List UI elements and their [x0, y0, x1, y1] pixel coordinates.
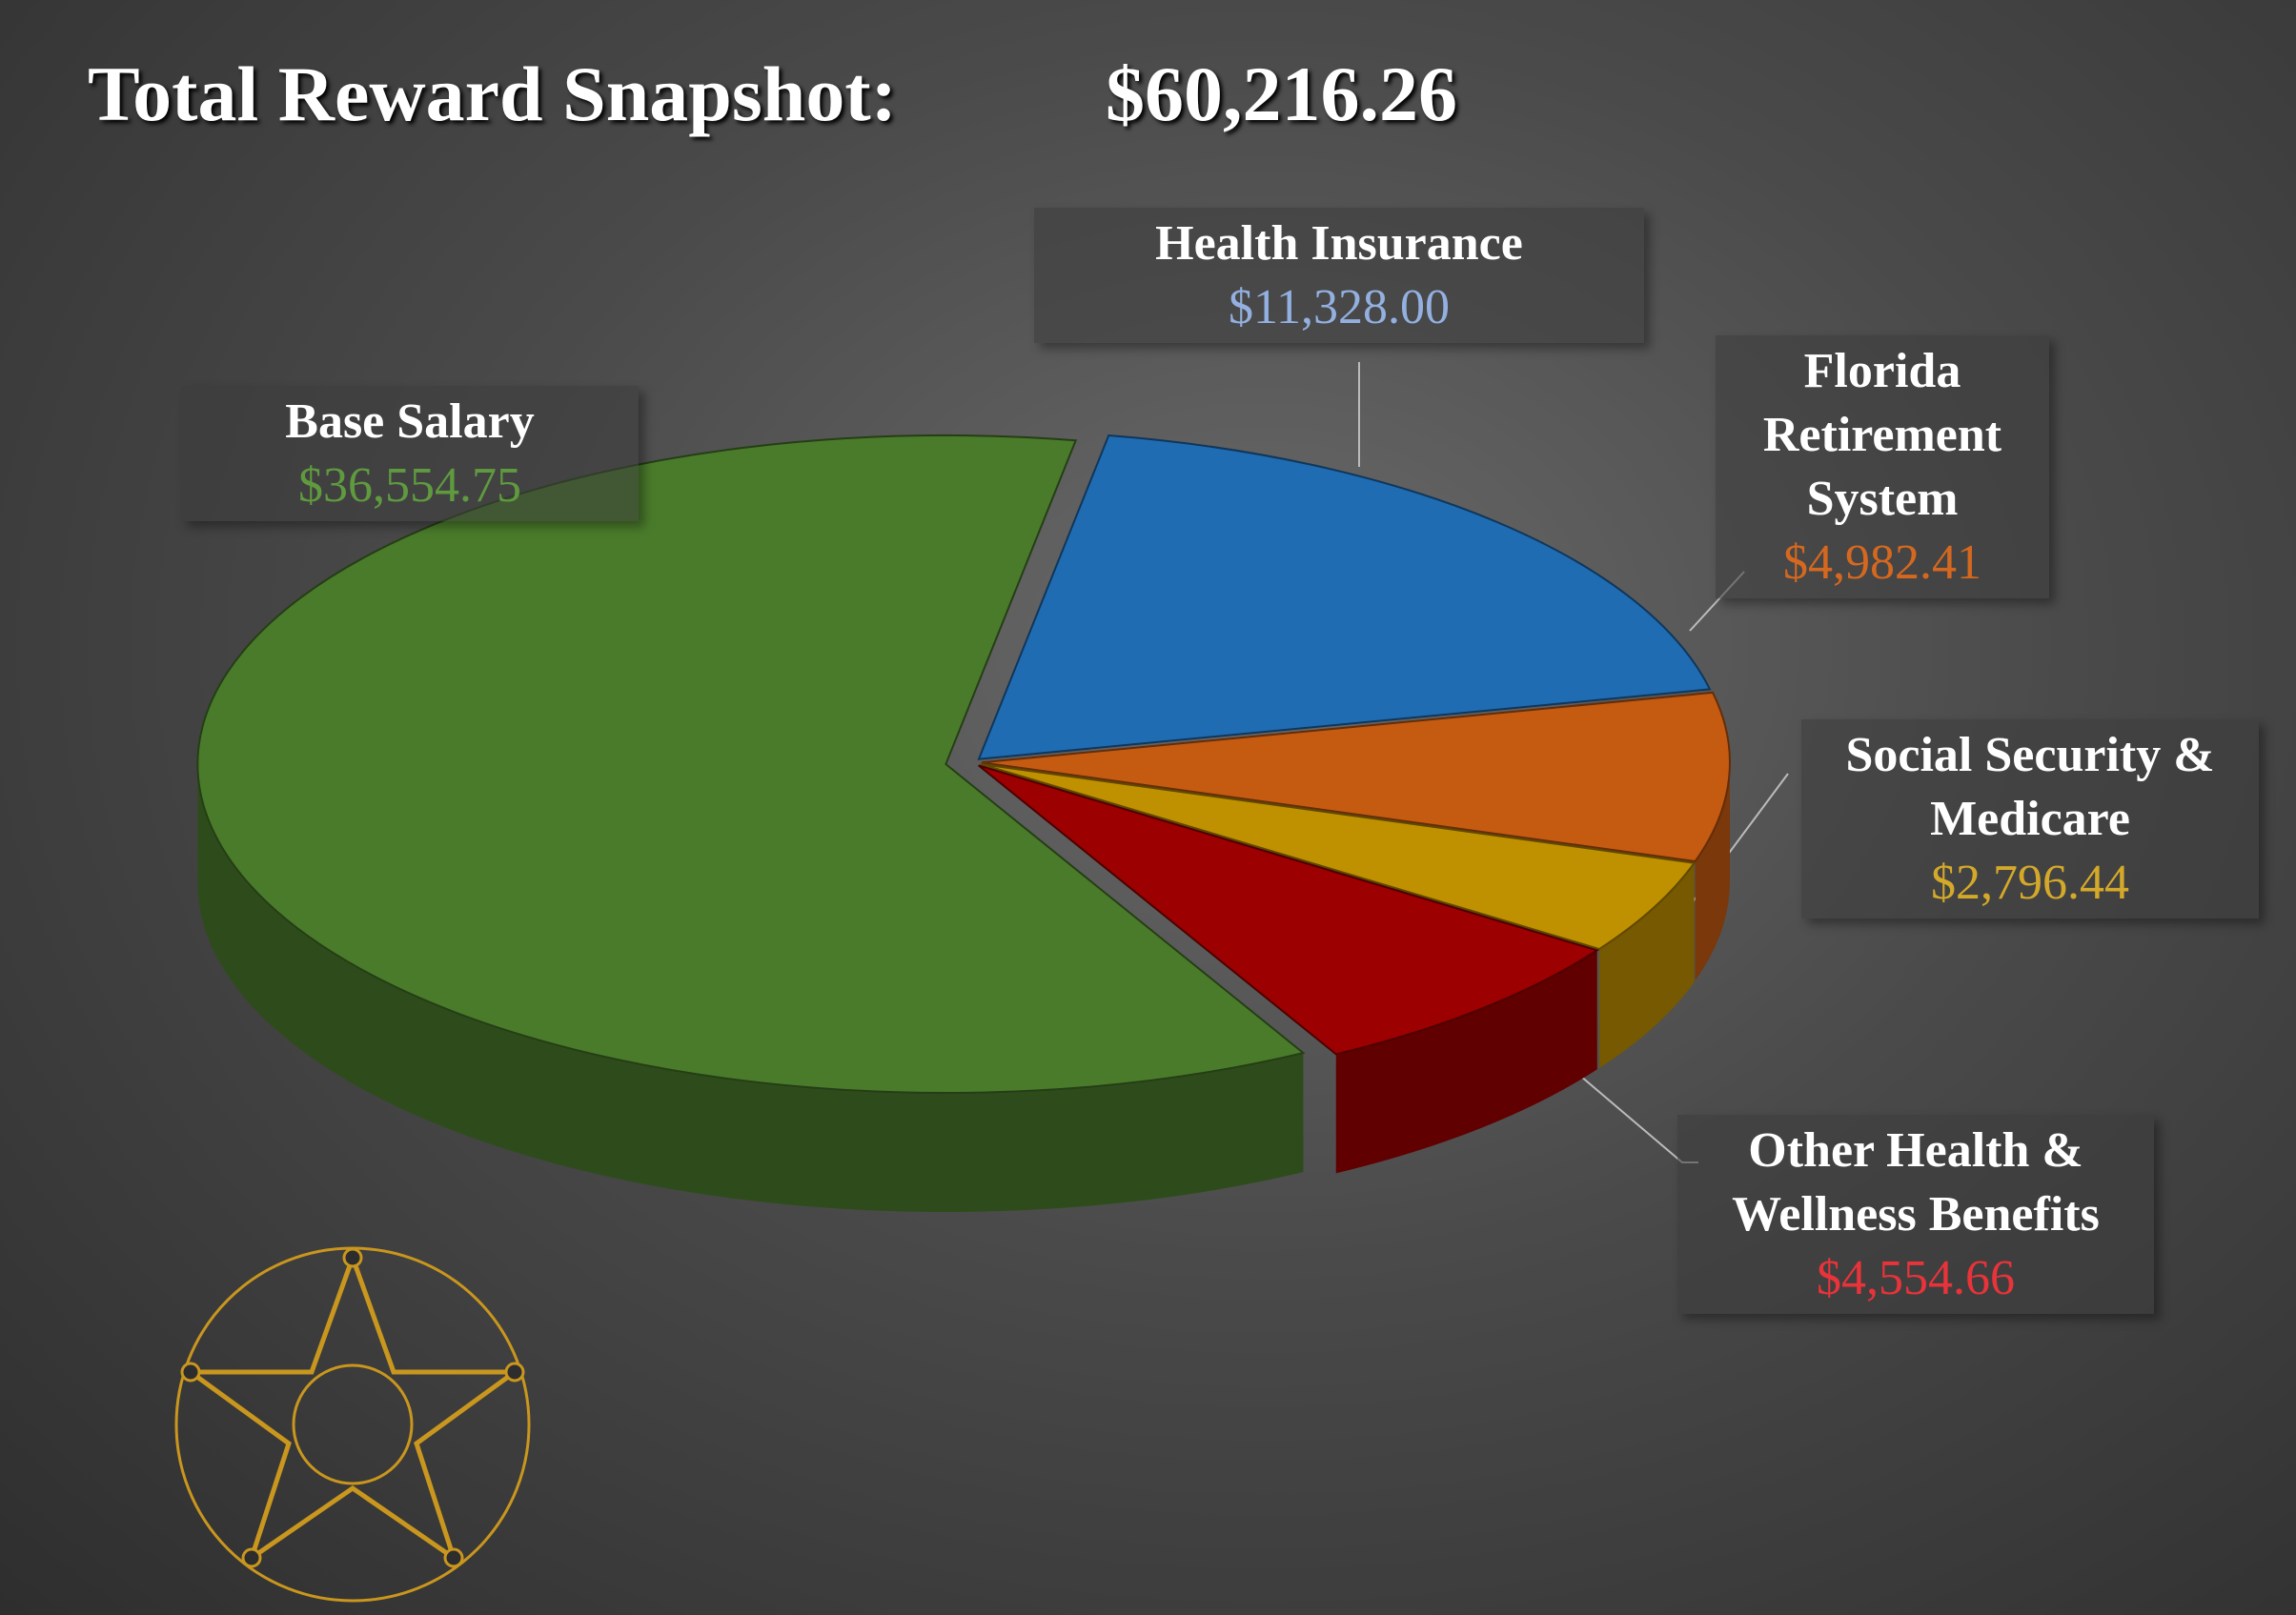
badge-ring [174, 1246, 531, 1603]
value-label: $4,554.66 [1817, 1251, 2015, 1305]
slice-side [1599, 862, 1695, 1069]
value-label: $36,554.75 [298, 458, 521, 513]
slice [981, 691, 1731, 863]
badge-star [183, 1250, 522, 1565]
data-label: Other Health & Wellness Benefits $4,554.6… [1677, 1115, 2154, 1314]
category-label: Health Insurance [1155, 216, 1523, 271]
data-label: Social Security & Medicare $2,796.44 [1801, 719, 2259, 919]
slice-side [1335, 950, 1597, 1174]
slice-sides [197, 762, 1730, 1213]
slice [196, 434, 1306, 1095]
slice-tops [196, 434, 1731, 1095]
value-label: $4,982.41 [1783, 535, 1981, 590]
slice-side [197, 764, 1304, 1213]
category-label: Social Security & Medicare [1845, 728, 2215, 846]
slice [980, 762, 1697, 951]
total-amount: $60,216.26 [1106, 50, 1457, 137]
slice [978, 764, 1600, 1056]
slice-side [1695, 762, 1730, 981]
category-label: Other Health & Wellness Benefits [1732, 1123, 2100, 1242]
value-label: $2,796.44 [1931, 856, 2129, 910]
category-label: Florida Retirement System [1762, 344, 2002, 526]
sheriff-badge [174, 1246, 531, 1603]
data-label: Base Salary $36,554.75 [181, 386, 639, 521]
badge-seal [292, 1363, 414, 1485]
category-label: Base Salary [285, 394, 535, 449]
value-label: $11,328.00 [1228, 280, 1451, 334]
slice [977, 434, 1712, 760]
data-label: Florida Retirement System $4,982.41 [1716, 335, 2049, 598]
data-label: Health Insurance $11,328.00 [1034, 208, 1644, 343]
page-title: Total Reward Snapshot: [88, 50, 898, 137]
